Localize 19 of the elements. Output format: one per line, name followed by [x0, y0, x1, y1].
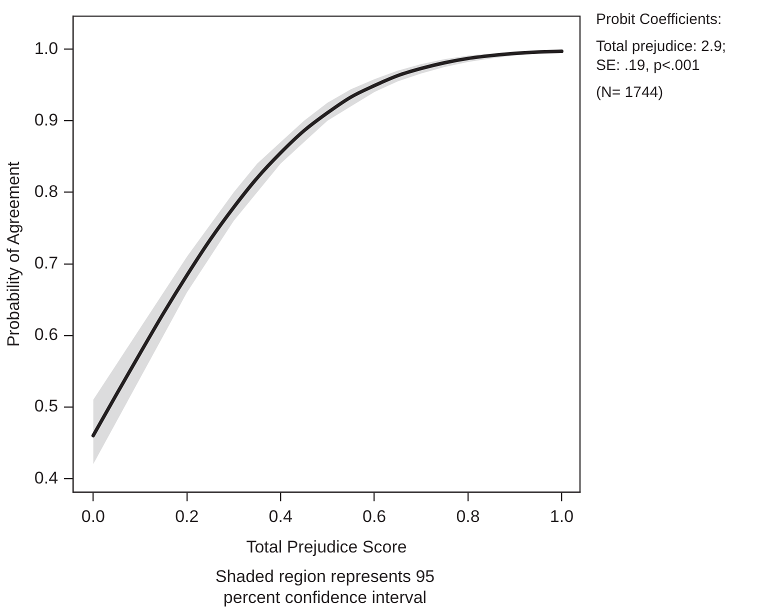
x-tick-label: 0.8 [456, 507, 480, 526]
text: (N= 1744) [596, 83, 664, 102]
x-tick-label: 0.2 [175, 507, 199, 526]
x-tick-label: 0.0 [81, 507, 105, 526]
y-tick-label: 0.6 [34, 325, 58, 344]
x-tick-label: 0.4 [268, 507, 292, 526]
x-tick-label: 0.6 [362, 507, 386, 526]
x-axis-title: Total Prejudice Score [246, 537, 407, 556]
y-tick-label: 0.4 [34, 468, 58, 488]
text: Total prejudice: 2.9; SE: .19, p<.001 [596, 37, 728, 75]
text: Shaded region represents 95 percent confidence interval [214, 566, 436, 608]
y-axis-title: Probability of Agreement [4, 161, 23, 347]
y-tick-label: 0.8 [34, 182, 58, 201]
text: Probit Coefficients: [596, 10, 723, 29]
y-tick-label: 0.9 [34, 110, 58, 130]
y-tick-label: 0.7 [34, 254, 58, 273]
y-tick-label: 0.5 [34, 396, 58, 416]
x-tick-label: 1.0 [550, 507, 574, 526]
y-tick-label: 1.0 [34, 38, 58, 58]
